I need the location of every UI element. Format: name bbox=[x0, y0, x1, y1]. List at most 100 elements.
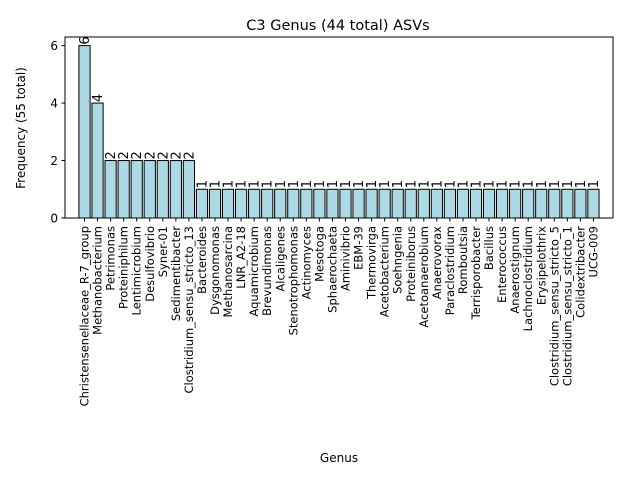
x-tick-label: Clostridium_sensu_stricto_13 bbox=[182, 226, 196, 393]
y-tick-label: 0 bbox=[50, 211, 58, 225]
bar-data-label: 1 bbox=[326, 180, 341, 188]
bar bbox=[339, 188, 352, 219]
y-tick-label: 4 bbox=[50, 96, 58, 110]
bar-data-label: 4 bbox=[91, 94, 106, 102]
bar bbox=[509, 188, 522, 219]
x-tick-label: Colidextribacter bbox=[573, 226, 587, 318]
x-tick-label: Proteiniborus bbox=[404, 226, 418, 302]
bar bbox=[235, 188, 248, 219]
bar bbox=[548, 188, 561, 219]
x-tick-label: Thermovirga bbox=[365, 226, 379, 300]
bar-data-label: 6 bbox=[78, 36, 93, 44]
bar bbox=[182, 160, 196, 219]
x-tick-label: EBM-39 bbox=[352, 226, 366, 270]
bar bbox=[496, 188, 509, 219]
bar bbox=[365, 188, 378, 219]
x-tick-label: Proteiniphilum bbox=[117, 226, 131, 309]
bar bbox=[587, 188, 600, 219]
bar bbox=[208, 188, 222, 219]
x-tick-label: Methanobacterium bbox=[91, 226, 105, 335]
bar bbox=[261, 188, 274, 219]
x-tick-label: Lachnoclostridium bbox=[521, 226, 535, 331]
x-tick-label: Mesotoga bbox=[312, 226, 326, 282]
bar bbox=[522, 188, 535, 219]
x-tick-label: Erysipelothrix bbox=[534, 226, 548, 305]
bar-data-label: 2 bbox=[117, 151, 132, 159]
x-tick-label: Methanosarcina bbox=[221, 226, 235, 318]
bar bbox=[78, 45, 91, 219]
x-tick-label: Actinomyces bbox=[299, 226, 313, 299]
bar-data-label: 1 bbox=[561, 180, 576, 188]
x-tick-label: Clostridium_sensu_stricto_1 bbox=[560, 226, 574, 386]
y-axis-ticks: 0 2 4 6 bbox=[50, 39, 65, 225]
bar bbox=[443, 188, 456, 219]
bar-data-label: 2 bbox=[156, 151, 171, 159]
bar-data-label: 1 bbox=[470, 180, 485, 188]
bar-data-label: 1 bbox=[443, 180, 458, 188]
bar-data-label: 2 bbox=[143, 151, 158, 159]
x-tick-label: Clostridium_sensu_stricto_5 bbox=[547, 226, 561, 386]
x-tick-label: Lentimicrobium bbox=[130, 226, 144, 316]
bar-data-label: 1 bbox=[483, 180, 498, 188]
x-axis-ticks: Christensenellaceae_R-7_group Methanobact… bbox=[78, 218, 600, 406]
x-tick-label: Anaerovorax bbox=[430, 226, 444, 299]
bar bbox=[326, 188, 339, 219]
bar-data-label: 1 bbox=[274, 180, 289, 188]
x-tick-label: Sedimentibacter bbox=[169, 226, 183, 321]
x-tick-label: Sphaerochaeta bbox=[325, 226, 339, 313]
x-tick-label: Anaerostignum bbox=[508, 226, 522, 314]
bar bbox=[195, 188, 209, 219]
bar-data-label: 1 bbox=[587, 180, 602, 188]
bar-data-label: 1 bbox=[456, 180, 471, 188]
bar bbox=[169, 160, 182, 219]
bar bbox=[313, 188, 326, 219]
bar bbox=[391, 188, 404, 219]
bar bbox=[130, 160, 143, 219]
bar bbox=[117, 160, 130, 219]
x-tick-label: Alcaligenes bbox=[273, 226, 287, 292]
bar-data-label: 1 bbox=[261, 180, 276, 188]
x-tick-label: Desulfovibrio bbox=[143, 226, 157, 302]
bar bbox=[221, 188, 235, 219]
x-tick-label: Acetobacterium bbox=[378, 226, 392, 317]
bar-data-label: 1 bbox=[574, 180, 589, 188]
x-tick-label: Terrisporobacter bbox=[469, 226, 483, 321]
bar-data-label: 1 bbox=[339, 180, 354, 188]
bar-data-label: 2 bbox=[182, 151, 197, 159]
bar bbox=[535, 188, 548, 219]
bar-data-label: 1 bbox=[548, 180, 563, 188]
bar-data-label: 1 bbox=[378, 180, 393, 188]
plot-area-frame bbox=[64, 36, 614, 219]
bar bbox=[156, 160, 169, 219]
x-tick-label: Aminivibrio bbox=[339, 226, 353, 291]
bar-data-label: 1 bbox=[365, 180, 380, 188]
bar-data-label: 1 bbox=[248, 180, 263, 188]
bar-data-label: 1 bbox=[535, 180, 550, 188]
x-tick-label: Aquamicrobium bbox=[247, 226, 261, 317]
chart-title: C3 Genus (44 total) ASVs bbox=[246, 18, 429, 34]
bar-data-label: 1 bbox=[522, 180, 537, 188]
bar bbox=[417, 188, 430, 219]
bar-data-label: 1 bbox=[391, 180, 406, 188]
bar-data-label: 1 bbox=[417, 180, 432, 188]
bar bbox=[482, 188, 496, 219]
bar-data-label: 1 bbox=[313, 180, 328, 188]
x-tick-label: Syner-01 bbox=[156, 226, 170, 277]
y-axis-label: Frequency (55 total) bbox=[14, 67, 28, 189]
x-axis-label: Genus bbox=[320, 451, 358, 465]
bar bbox=[430, 188, 443, 219]
bar bbox=[404, 188, 417, 219]
bar bbox=[378, 188, 391, 219]
bar bbox=[300, 188, 313, 219]
bar bbox=[456, 188, 470, 219]
bar bbox=[104, 160, 117, 219]
x-tick-label: Stenotrophomonas bbox=[286, 226, 300, 335]
bar-data-label: 1 bbox=[404, 180, 419, 188]
bar-data-label: 2 bbox=[130, 151, 145, 159]
bar bbox=[287, 188, 300, 219]
x-tick-label: LNR_A2-18 bbox=[234, 226, 248, 289]
bar-data-label: 1 bbox=[235, 180, 250, 188]
bar bbox=[469, 188, 483, 219]
